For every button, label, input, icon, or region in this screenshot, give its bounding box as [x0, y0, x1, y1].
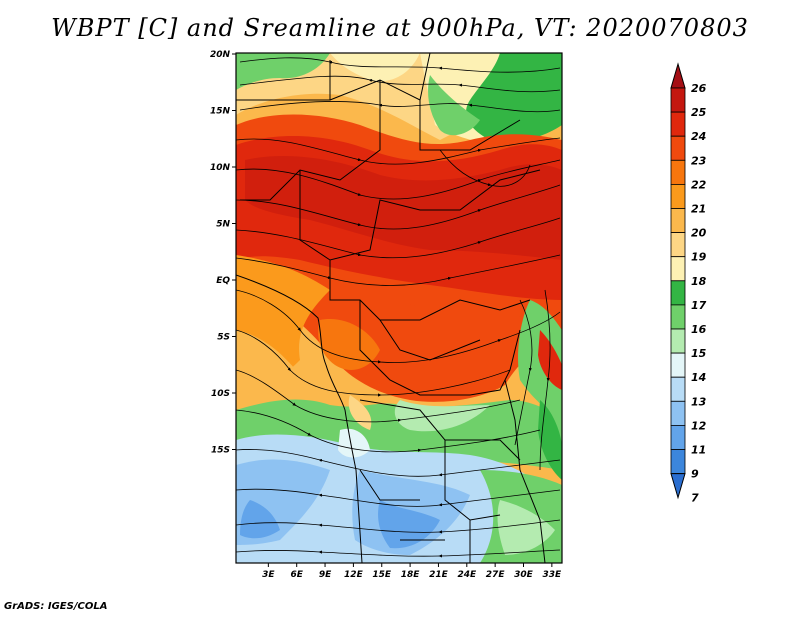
- lon-tick-label: 9E: [319, 570, 332, 580]
- colorbar-swatch: [670, 159, 686, 185]
- lon-tick-label: 24E: [457, 570, 477, 580]
- colorbar-label: 23: [691, 154, 707, 167]
- map-frame: [235, 52, 563, 564]
- lat-tick-label: 15N: [210, 107, 231, 117]
- streamlines: [236, 57, 561, 558]
- colorbar-swatch: [670, 111, 686, 137]
- lon-tick-label: 3E: [262, 570, 275, 580]
- grads-credit: GrADS: IGES/COLA: [4, 601, 108, 612]
- colorbar-swatch: [670, 352, 686, 378]
- colorbar-swatch: [670, 135, 686, 161]
- lat-axis: 20N 15N 10N 5N EQ 5S 10S 15S: [210, 50, 236, 456]
- colorbar-swatch: [670, 424, 686, 450]
- colorbar-top-arrow: [670, 62, 686, 89]
- colorbar-bottom-arrow: [670, 473, 686, 500]
- wbpt-field: [236, 53, 562, 563]
- colorbar-label: 26: [691, 82, 707, 95]
- colorbar-swatch: [670, 232, 686, 258]
- colorbar-label: 13: [691, 395, 707, 408]
- lon-tick-label: 27E: [486, 570, 506, 580]
- colorbar-label: 22: [691, 178, 707, 191]
- colorbar-label: 24: [691, 130, 706, 143]
- lat-tick-label: 10S: [211, 389, 230, 399]
- colorbar-label: 21: [691, 203, 706, 216]
- lat-tick-label: 20N: [210, 50, 231, 60]
- colorbar-label: 14: [691, 371, 706, 384]
- colorbar-swatch: [670, 87, 686, 113]
- lon-tick-label: 21E: [429, 570, 449, 580]
- colorbar-label: 16: [691, 323, 707, 336]
- lat-tick-label: 10N: [210, 163, 231, 173]
- lat-tick-label: 5N: [216, 220, 230, 230]
- lon-tick-label: 15E: [372, 570, 392, 580]
- colorbar-label: 12: [691, 419, 707, 432]
- lon-tick-label: 30E: [514, 570, 534, 580]
- colorbar-label: 11: [691, 444, 706, 457]
- lon-axis: 3E 6E 9E 12E 15E 18E 21E 24E 27E 30E 33E: [262, 563, 562, 580]
- colorbar-label: 17: [691, 299, 707, 312]
- lat-tick-label: EQ: [216, 276, 230, 286]
- chart-title: WBPT [C] and Sreamline at 900hPa, VT: 20…: [51, 14, 749, 42]
- colorbar-swatch: [670, 449, 686, 475]
- colorbar-swatch: [670, 183, 686, 209]
- lon-tick-label: 33E: [543, 570, 563, 580]
- colorbar-swatch: [670, 328, 686, 354]
- lon-tick-label: 12E: [344, 570, 364, 580]
- lat-tick-label: 15S: [211, 446, 230, 456]
- colorbar-label: 9: [691, 468, 699, 481]
- colorbar-swatch: [670, 256, 686, 282]
- colorbar: 26 25 24 23 22 21 20 19 18 17 16 15 14 13 12 11 9 7: [670, 62, 707, 505]
- colorbar-swatch: [670, 280, 686, 306]
- colorbar-swatch: [670, 208, 686, 234]
- colorbar-swatch: [670, 376, 686, 402]
- lat-tick-label: 5S: [217, 333, 230, 343]
- colorbar-label: 19: [691, 251, 707, 264]
- lon-tick-label: 6E: [290, 570, 303, 580]
- lon-tick-label: 18E: [401, 570, 421, 580]
- colorbar-label: 7: [691, 492, 699, 505]
- country-borders: [236, 53, 546, 563]
- colorbar-label: 18: [691, 275, 707, 288]
- colorbar-swatch: [670, 304, 686, 330]
- colorbar-label: 20: [691, 227, 707, 240]
- colorbar-label: 25: [691, 106, 707, 119]
- map-figure: 20N 15N 10N 5N EQ 5S 10S 15S 3E 6E 9E 12E 15E 18E 21E…: [210, 50, 707, 580]
- colorbar-label: 15: [691, 347, 707, 360]
- colorbar-swatch: [670, 400, 686, 426]
